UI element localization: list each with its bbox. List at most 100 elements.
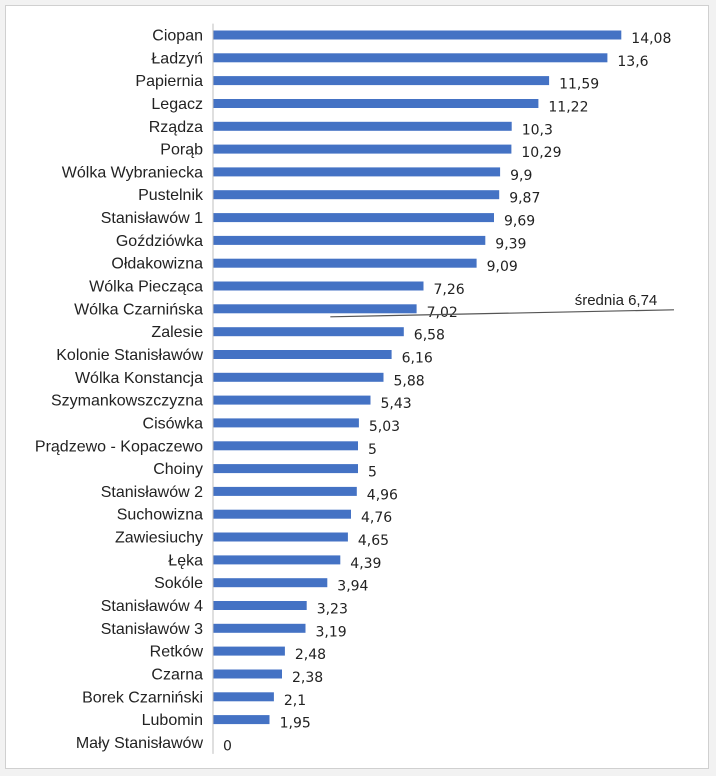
category-label: Ciopan (152, 28, 203, 45)
category-labels-group: Ciopan Ładzyń Papiernia Legacz Rządza Porąb Wó… (35, 28, 204, 752)
value-label: 4,96 (367, 487, 398, 503)
bars-group (213, 30, 622, 725)
category-label: Stanisławów 3 (101, 621, 203, 638)
bar (213, 235, 486, 245)
bar (213, 372, 384, 382)
value-label: 5,88 (394, 373, 425, 389)
category-label: Zawiesiuchy (115, 530, 203, 547)
category-label: Stanisławów 4 (101, 598, 203, 615)
value-label: 10,29 (521, 145, 561, 161)
bar-chart: Ciopan Ładzyń Papiernia Legacz Rządza Porąb Wó… (35, 23, 675, 754)
category-label: Porąb (160, 142, 203, 159)
value-label: 3,94 (337, 579, 368, 595)
category-label: Mały Stanisławów (76, 735, 204, 752)
bar (213, 258, 477, 268)
value-label: 5,43 (381, 396, 412, 412)
value-label: 7,26 (434, 282, 465, 298)
value-label: 2,1 (284, 693, 306, 709)
value-label: 1,95 (280, 716, 311, 732)
bar (213, 623, 306, 633)
value-label: 5,03 (369, 419, 400, 435)
value-label: 11,59 (559, 77, 599, 93)
value-label: 3,19 (316, 624, 347, 640)
value-label: 10,3 (522, 122, 553, 138)
bar (213, 327, 404, 337)
value-label: 4,76 (361, 510, 392, 526)
bar (213, 509, 351, 519)
category-label: Czarna (151, 667, 203, 684)
category-label: Lubomin (142, 712, 203, 729)
bar (213, 53, 608, 63)
category-label: Zalesie (151, 324, 203, 341)
chart-frame: Ciopan Ładzyń Papiernia Legacz Rządza Porąb Wó… (5, 5, 709, 769)
bar (213, 144, 512, 154)
bar (213, 692, 274, 702)
bar (213, 532, 348, 542)
bar (213, 76, 550, 86)
category-label: Ładzyń (151, 50, 203, 67)
bar (213, 715, 270, 725)
bar (213, 555, 341, 565)
value-label: 2,48 (295, 647, 326, 663)
category-label: Borek Czarniński (82, 689, 203, 706)
value-label: 11,22 (548, 100, 588, 116)
bar (213, 418, 359, 428)
value-label: 9,87 (509, 191, 540, 207)
category-label: Wólka Piecząca (89, 279, 203, 296)
value-label: 4,39 (350, 556, 381, 572)
category-label: Goździówka (116, 233, 203, 250)
category-label: Wólka Wybraniecka (62, 164, 203, 181)
value-label: 9,39 (495, 236, 526, 252)
category-label: Ołdakowizna (111, 256, 203, 273)
bar (213, 395, 371, 405)
category-label: Cisówka (143, 415, 204, 432)
category-label: Łęka (168, 552, 203, 569)
category-label: Szymankowszczyzna (51, 393, 203, 410)
category-label: Stanisławów 1 (101, 210, 203, 227)
value-label: 9,09 (487, 259, 518, 275)
average-line (330, 309, 675, 318)
value-label: 9,9 (510, 168, 532, 184)
category-label: Retków (150, 644, 204, 661)
bar (213, 167, 501, 177)
value-label: 14,08 (631, 31, 671, 47)
bar (213, 350, 392, 359)
bar (213, 213, 494, 223)
bar (213, 578, 328, 588)
value-label: 2,38 (292, 670, 323, 686)
value-label: 13,6 (617, 54, 648, 70)
category-label: Wólka Konstancja (75, 370, 203, 387)
bar (213, 464, 358, 474)
bar (213, 121, 512, 131)
value-label: 6,58 (414, 328, 445, 344)
category-label: Wólka Czarnińska (74, 301, 203, 318)
bar (213, 281, 424, 291)
category-label: Prądzewo - Kopaczewo (35, 438, 203, 455)
value-label: 5 (368, 465, 377, 481)
bar (213, 190, 500, 200)
category-label: Legacz (151, 96, 203, 113)
value-label: 7,02 (427, 305, 458, 321)
bar (213, 304, 417, 314)
category-label: Sokóle (154, 575, 203, 592)
category-label: Suchowizna (117, 507, 203, 524)
value-label: 3,23 (317, 602, 348, 618)
bar (213, 441, 358, 451)
bar (213, 646, 285, 656)
bar (213, 99, 539, 108)
category-label: Kolonie Stanisławów (56, 347, 203, 364)
value-label: 9,69 (504, 214, 535, 230)
value-label: 0 (223, 738, 232, 754)
category-label: Choiny (153, 461, 203, 478)
bar (213, 669, 282, 679)
value-labels-group: 14,08 13,6 11,59 11,22 10,3 10,29 9,9 9,87 9,69 9… (223, 31, 671, 754)
bar (213, 486, 357, 496)
bar (213, 601, 307, 610)
bar (213, 30, 622, 40)
category-label: Rządza (149, 119, 203, 136)
value-label: 6,16 (402, 351, 433, 367)
category-label: Papiernia (135, 73, 203, 90)
value-label: 5 (368, 442, 377, 458)
average-label: średnia 6,74 (575, 292, 658, 309)
category-label: Pustelnik (138, 187, 204, 204)
